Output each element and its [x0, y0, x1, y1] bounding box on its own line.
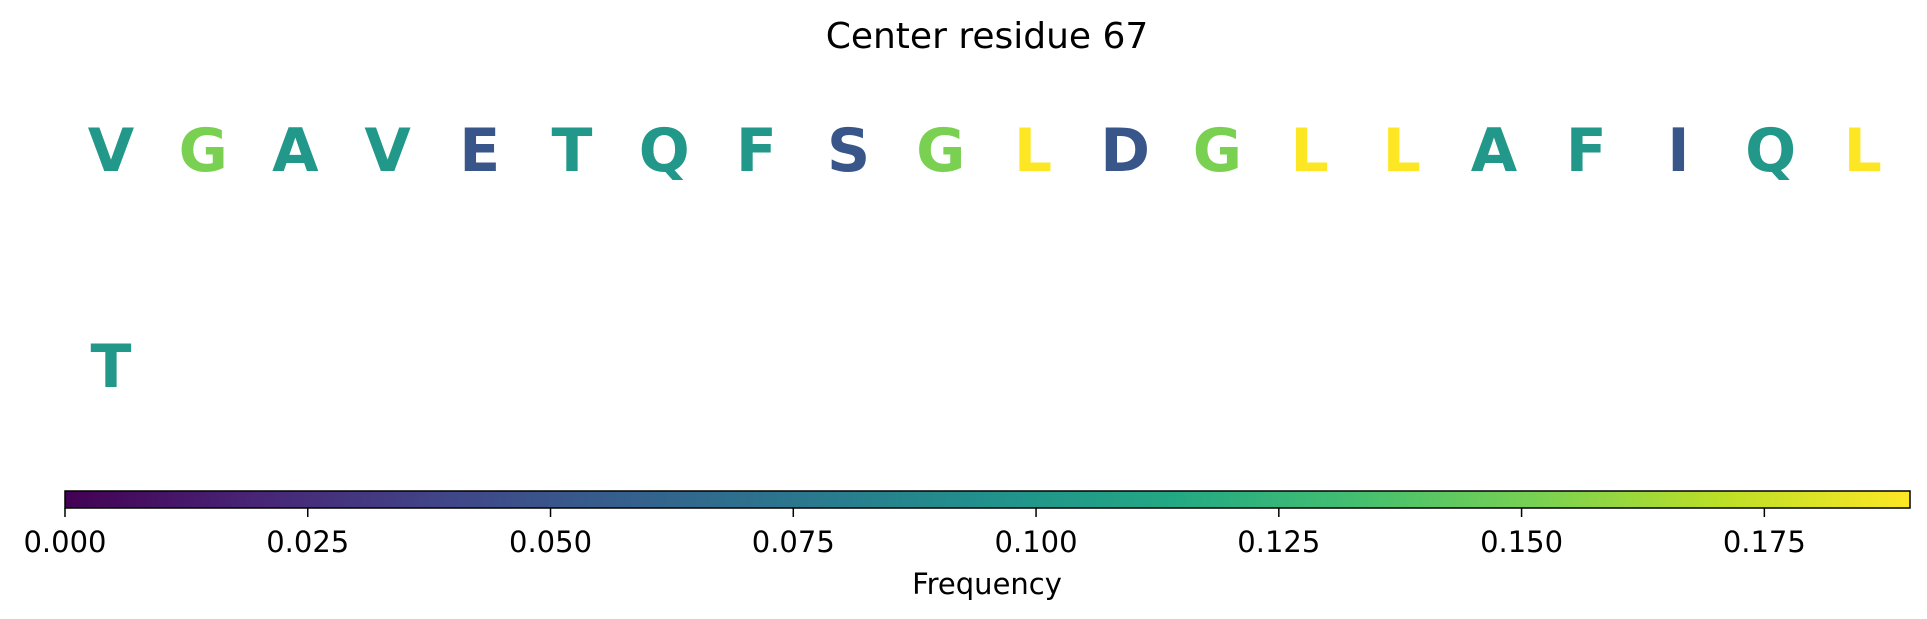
- residue-letter: T: [91, 332, 132, 402]
- residue-letter: Q: [1745, 116, 1796, 186]
- chart-title: Center residue 67: [826, 16, 1149, 57]
- residue-letter: L: [1290, 116, 1328, 186]
- colorbar-ticks: 0.000 0.025 0.050 0.075 0.100 0.125 0.150 0.175: [23, 508, 1806, 559]
- residue-letter: L: [1383, 116, 1421, 186]
- colorbar-tick-label: 0.025: [266, 525, 349, 559]
- colorbar-tick-label: 0.150: [1480, 525, 1563, 559]
- colorbar-tick-label: 0.100: [995, 525, 1078, 559]
- colorbar-tick-label: 0.075: [752, 525, 835, 559]
- residue-letter: I: [1667, 116, 1689, 186]
- colorbar-tick-label: 0.050: [509, 525, 592, 559]
- residue-letter: A: [1471, 116, 1518, 186]
- residue-letters: V G A V E T Q F S G L D G L L A F I Q LT: [88, 116, 1882, 402]
- residue-letter: G: [916, 116, 965, 186]
- residue-letter: E: [459, 116, 500, 186]
- residue-letter: F: [1566, 116, 1607, 186]
- residue-letter: V: [88, 116, 135, 186]
- colorbar-tick-label: 0.175: [1723, 525, 1806, 559]
- colorbar-gradient: [64, 490, 1911, 509]
- residue-letter: D: [1100, 116, 1150, 186]
- residue-letter: T: [552, 116, 593, 186]
- colorbar-tick-label: 0.125: [1237, 525, 1320, 559]
- colorbar-tick-label: 0.000: [23, 525, 106, 559]
- residue-letter: G: [1193, 116, 1242, 186]
- residue-letter: L: [1014, 116, 1052, 186]
- residue-letter: A: [272, 116, 319, 186]
- colorbar: 0.000 0.025 0.050 0.075 0.100 0.125 0.150 0.175…: [23, 490, 1911, 601]
- colorbar-label: Frequency: [912, 567, 1062, 601]
- residue-letter: V: [364, 116, 411, 186]
- residue-letter: L: [1844, 116, 1882, 186]
- residue-letter: F: [736, 116, 777, 186]
- residue-letter: G: [179, 116, 228, 186]
- residue-letter: Q: [639, 116, 690, 186]
- residue-letter: S: [827, 116, 870, 186]
